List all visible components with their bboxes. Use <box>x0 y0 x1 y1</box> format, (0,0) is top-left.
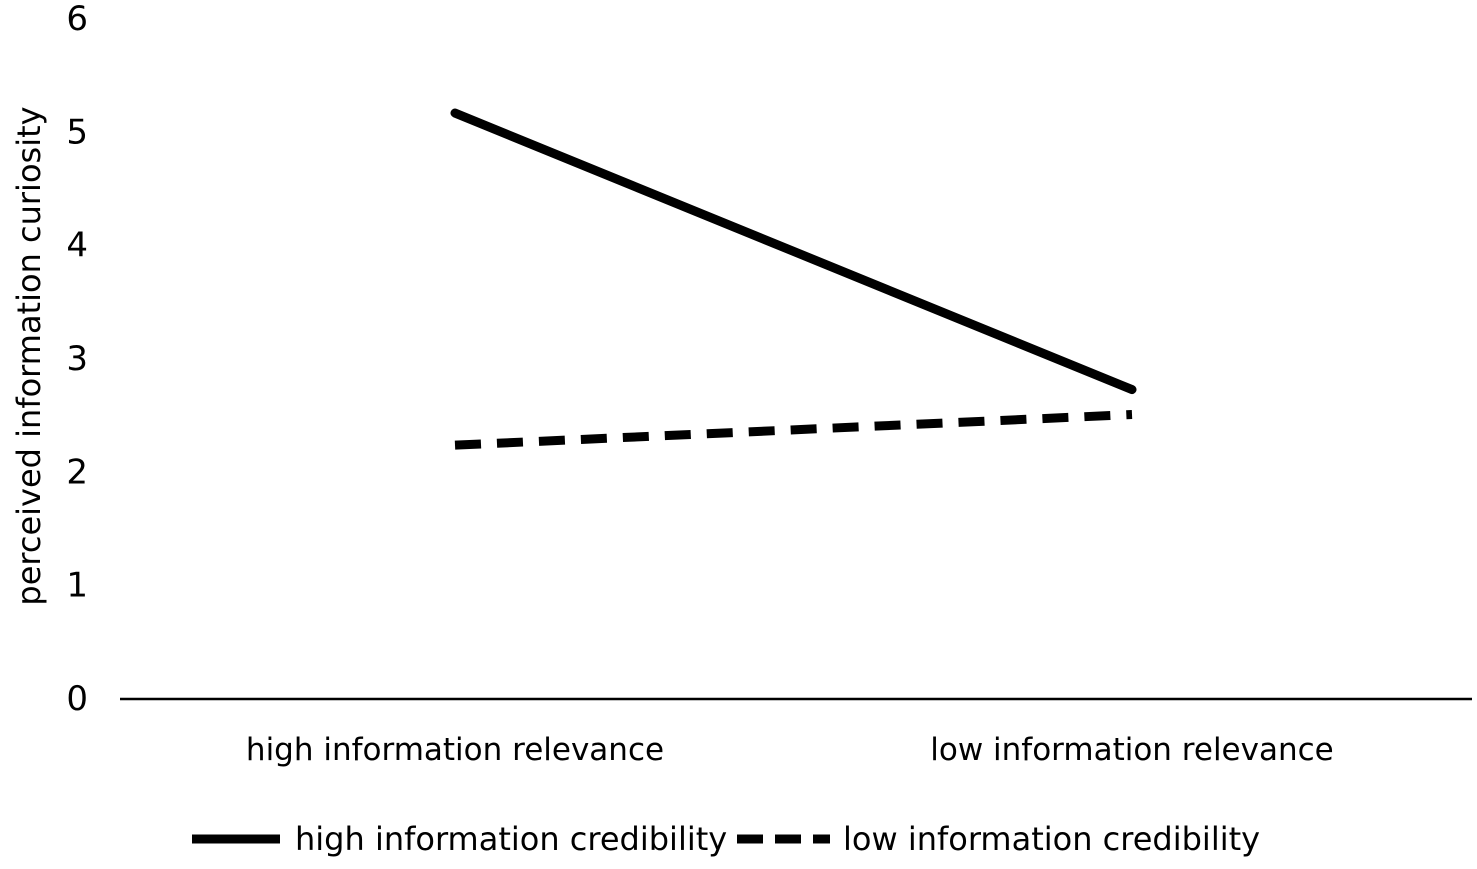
y-tick-label: 0 <box>66 679 88 719</box>
y-tick-label: 3 <box>66 339 88 379</box>
x-category-label: high information relevance <box>246 732 664 768</box>
y-tick-label: 2 <box>66 452 88 492</box>
x-category-labels: high information relevance low informatio… <box>246 732 1334 768</box>
series-line-high-credibility <box>455 113 1132 390</box>
y-tick-label: 4 <box>66 226 88 266</box>
y-tick-label: 6 <box>66 0 88 39</box>
legend-label: high information credibility <box>295 820 727 858</box>
y-tick-label: 5 <box>66 112 88 152</box>
series-line-low-credibility <box>455 415 1132 446</box>
series-lines <box>455 113 1132 445</box>
legend-label: low information credibility <box>843 820 1260 858</box>
y-tick-label: 1 <box>66 566 88 606</box>
y-tick-labels: 0 1 2 3 4 5 6 <box>66 0 88 719</box>
x-category-label: low information relevance <box>930 732 1333 768</box>
legend: high information credibility low informat… <box>192 820 1260 858</box>
y-axis-title: perceived information curiosity <box>10 106 48 605</box>
